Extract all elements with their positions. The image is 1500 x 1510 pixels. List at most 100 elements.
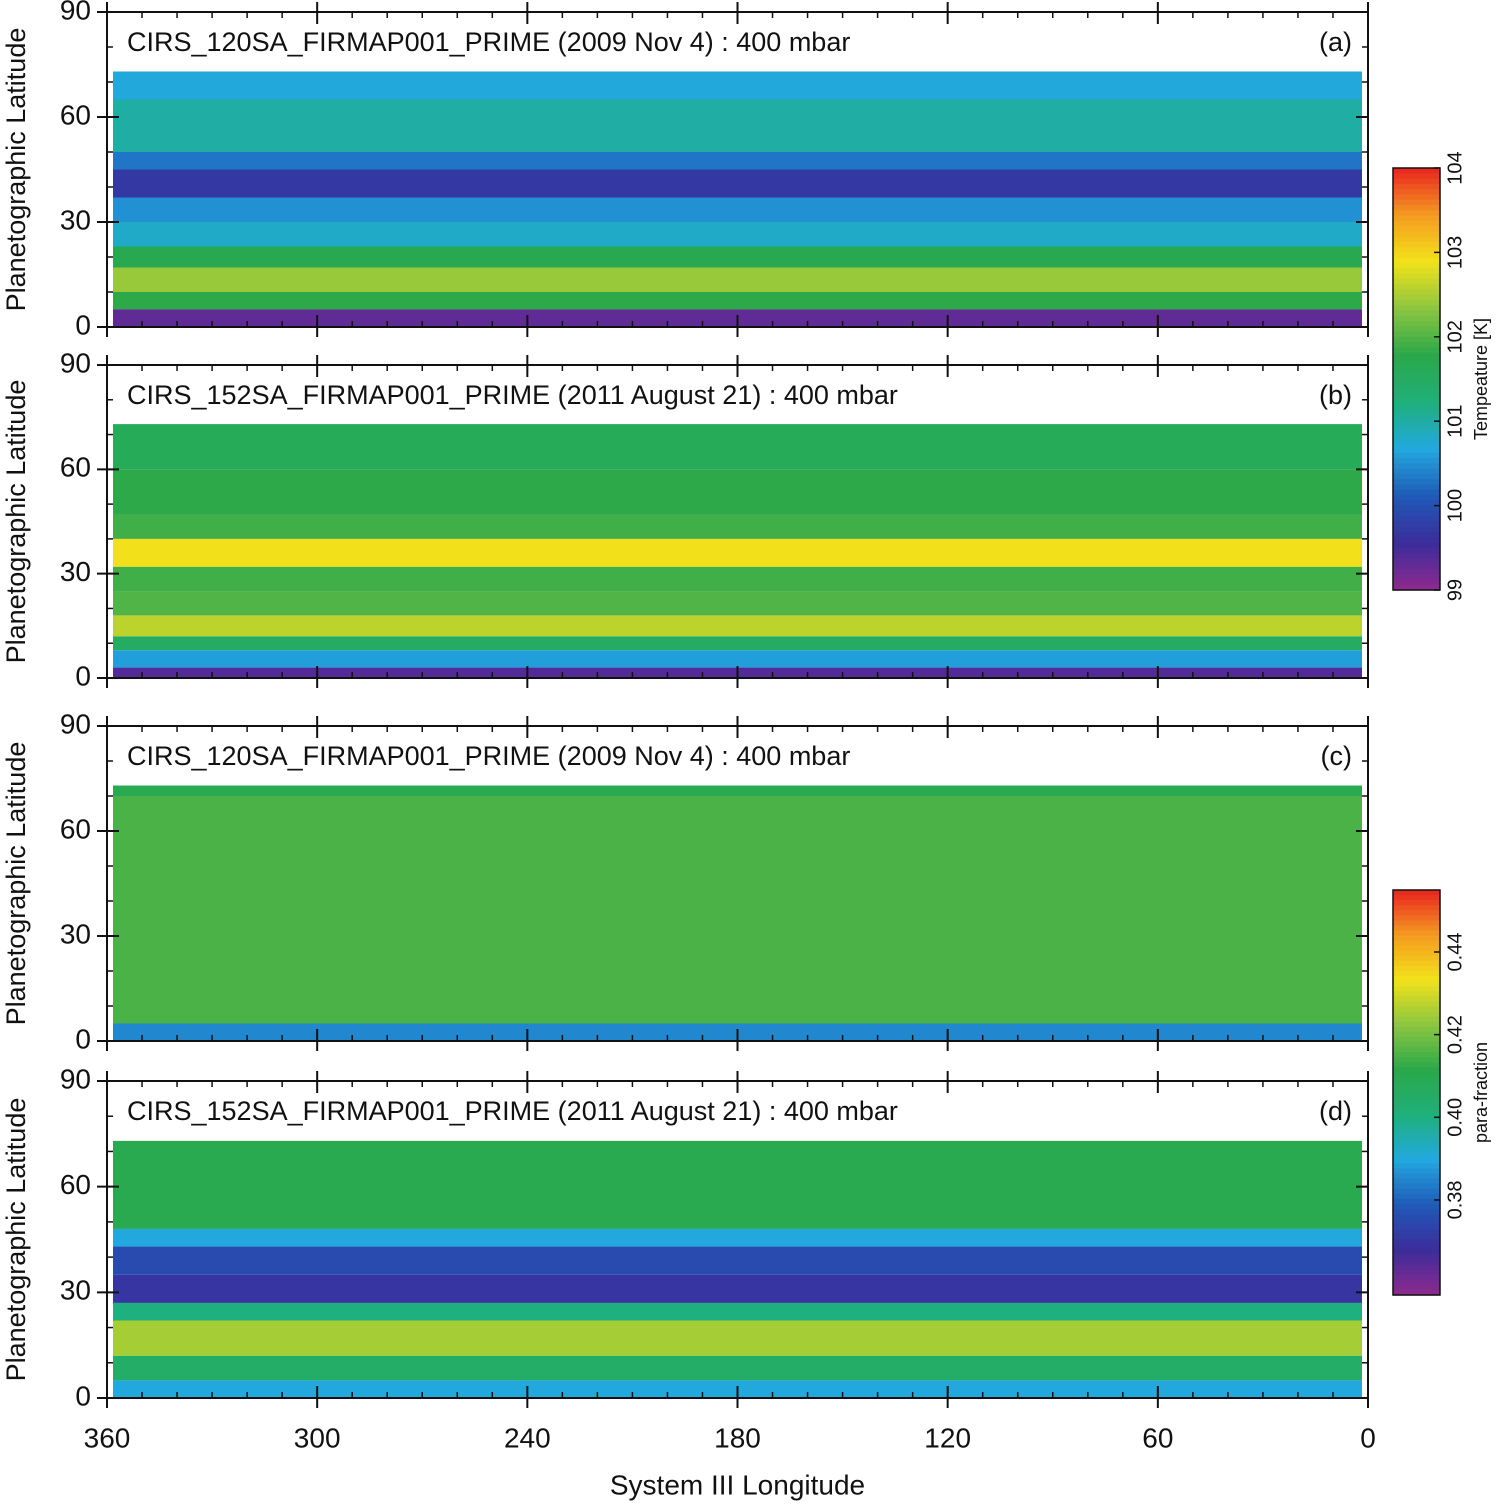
colorbar-swatch xyxy=(1393,194,1440,201)
colorbar-swatch xyxy=(1393,1219,1440,1225)
colorbar-swatch xyxy=(1393,458,1440,464)
colorbar-swatch xyxy=(1393,183,1440,190)
colorbar-swatch xyxy=(1393,226,1440,232)
colorbar-swatch xyxy=(1393,1198,1440,1205)
heat-band xyxy=(113,1355,1362,1381)
colorbar-swatch xyxy=(1393,895,1440,901)
colorbar-swatch xyxy=(1393,320,1440,327)
heat-band xyxy=(113,785,1362,796)
colorbar-swatch xyxy=(1393,1153,1440,1159)
y-tick-label: 90 xyxy=(60,1063,91,1094)
colorbar-swatch xyxy=(1393,431,1440,438)
colorbar-frame xyxy=(1392,167,1441,591)
y-tick-label: 90 xyxy=(60,347,91,378)
colorbar-swatch xyxy=(1393,1041,1440,1048)
colorbar-swatch xyxy=(1393,315,1440,322)
colorbar-swatch xyxy=(1393,1067,1440,1073)
y-tick-label: 60 xyxy=(60,452,91,483)
colorbar-tick-label: 99 xyxy=(1444,579,1466,601)
colorbar-swatch xyxy=(1393,1284,1440,1291)
colorbar-tick-label: 100 xyxy=(1444,489,1466,522)
colorbar-swatch xyxy=(1393,310,1440,317)
y-tick-label: 90 xyxy=(60,708,91,739)
colorbar-swatch xyxy=(1393,352,1440,359)
colorbar-swatch xyxy=(1393,1178,1440,1185)
colorbar-swatch xyxy=(1393,537,1440,544)
colorbar-swatch xyxy=(1393,991,1440,997)
colorbar-swatch xyxy=(1393,289,1440,296)
x-tick-label: 300 xyxy=(294,1422,341,1453)
colorbar-swatch xyxy=(1393,173,1440,180)
colorbar-swatch xyxy=(1393,542,1440,549)
colorbar-swatch xyxy=(1393,463,1440,470)
colorbar-swatch xyxy=(1393,405,1440,412)
y-tick-label: 30 xyxy=(60,918,91,949)
colorbar-swatch xyxy=(1393,531,1440,538)
y-tick-label: 30 xyxy=(60,556,91,587)
colorbar-swatch xyxy=(1393,526,1440,533)
colorbar-swatch xyxy=(1393,220,1440,227)
colorbar-swatch xyxy=(1393,199,1440,206)
colorbar-swatch xyxy=(1393,1107,1440,1114)
colorbar-swatch xyxy=(1393,1077,1440,1083)
colorbar-swatch xyxy=(1393,890,1440,896)
colorbar-swatch xyxy=(1393,965,1440,972)
x-tick-label: 60 xyxy=(1142,1422,1173,1453)
colorbar-swatch xyxy=(1393,960,1440,967)
colorbar-tick-label: 104 xyxy=(1444,151,1466,184)
colorbar-swatch xyxy=(1393,1208,1440,1215)
colorbar-swatch xyxy=(1393,452,1440,459)
colorbar-swatch xyxy=(1393,579,1440,586)
colorbar-swatch xyxy=(1393,252,1440,259)
heat-band xyxy=(113,469,1362,515)
panel-title: CIRS_152SA_FIRMAP001_PRIME (2011 August … xyxy=(127,380,898,410)
panel-title: CIRS_120SA_FIRMAP001_PRIME (2009 Nov 4) … xyxy=(127,27,850,57)
y-tick-label: 60 xyxy=(60,813,91,844)
colorbar-swatch xyxy=(1393,1274,1440,1281)
colorbar-swatch xyxy=(1393,1163,1440,1170)
colorbar-swatch xyxy=(1393,1269,1440,1276)
colorbar-swatch xyxy=(1393,421,1440,428)
colorbar-swatch xyxy=(1393,905,1440,911)
colorbar-swatch xyxy=(1393,1249,1440,1256)
y-tick-label: 0 xyxy=(75,660,91,691)
y-axis-label: Planetographic Latitude xyxy=(1,380,31,664)
heat-band xyxy=(113,1228,1362,1247)
colorbar-label: Tempeature [K] xyxy=(1471,318,1491,440)
heat-band xyxy=(113,267,1362,292)
colorbar-swatch xyxy=(1393,1173,1440,1180)
colorbar-swatch xyxy=(1393,236,1440,243)
colorbar-swatch xyxy=(1393,294,1440,301)
colorbar-swatch xyxy=(1393,920,1440,927)
colorbar-swatch xyxy=(1393,510,1440,517)
colorbar-swatch xyxy=(1393,1072,1440,1078)
colorbar-swatch xyxy=(1393,363,1440,370)
colorbar-swatch xyxy=(1393,1026,1440,1033)
y-tick-label: 60 xyxy=(60,1169,91,1200)
colorbar-swatch xyxy=(1393,268,1440,275)
colorbar-swatch xyxy=(1393,971,1440,977)
heat-band xyxy=(113,796,1362,1024)
colorbar-frame xyxy=(1392,889,1441,1296)
colorbar-swatch xyxy=(1393,1224,1440,1230)
heat-band xyxy=(113,292,1362,310)
colorbar-swatch xyxy=(1393,473,1440,480)
colorbar-swatch xyxy=(1393,1021,1440,1028)
heat-band xyxy=(113,152,1362,170)
colorbar-swatch xyxy=(1393,981,1440,987)
colorbar-swatch xyxy=(1393,489,1440,496)
panel-title: CIRS_152SA_FIRMAP001_PRIME (2011 August … xyxy=(127,1096,898,1126)
y-axis-label: Planetographic Latitude xyxy=(1,1098,31,1382)
colorbar-tick-label: 101 xyxy=(1444,405,1466,438)
y-axis-label: Planetographic Latitude xyxy=(1,742,31,1026)
colorbar-swatch xyxy=(1393,1234,1440,1240)
colorbar-swatch xyxy=(1393,1254,1440,1261)
colorbar-swatch xyxy=(1393,1097,1440,1104)
heat-band xyxy=(113,197,1362,222)
heat-band xyxy=(113,169,1362,198)
panel-label: (d) xyxy=(1319,1096,1352,1126)
colorbar-swatch xyxy=(1393,1239,1440,1245)
colorbar-swatch xyxy=(1393,1244,1440,1251)
colorbar-swatch xyxy=(1393,262,1440,269)
panel-title: CIRS_120SA_FIRMAP001_PRIME (2009 Nov 4) … xyxy=(127,741,850,771)
